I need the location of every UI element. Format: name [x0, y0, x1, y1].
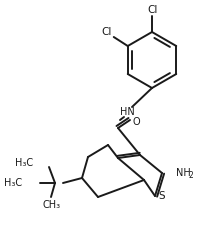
Text: S: S — [159, 191, 165, 201]
Text: H₃C: H₃C — [15, 158, 33, 168]
Text: Cl: Cl — [148, 5, 158, 15]
Text: H₃C: H₃C — [4, 178, 22, 188]
Text: NH: NH — [176, 168, 191, 178]
Text: O: O — [132, 117, 140, 127]
Text: Cl: Cl — [102, 27, 112, 37]
Text: CH₃: CH₃ — [43, 200, 61, 210]
Text: 2: 2 — [188, 171, 193, 180]
Text: HN: HN — [120, 107, 134, 117]
